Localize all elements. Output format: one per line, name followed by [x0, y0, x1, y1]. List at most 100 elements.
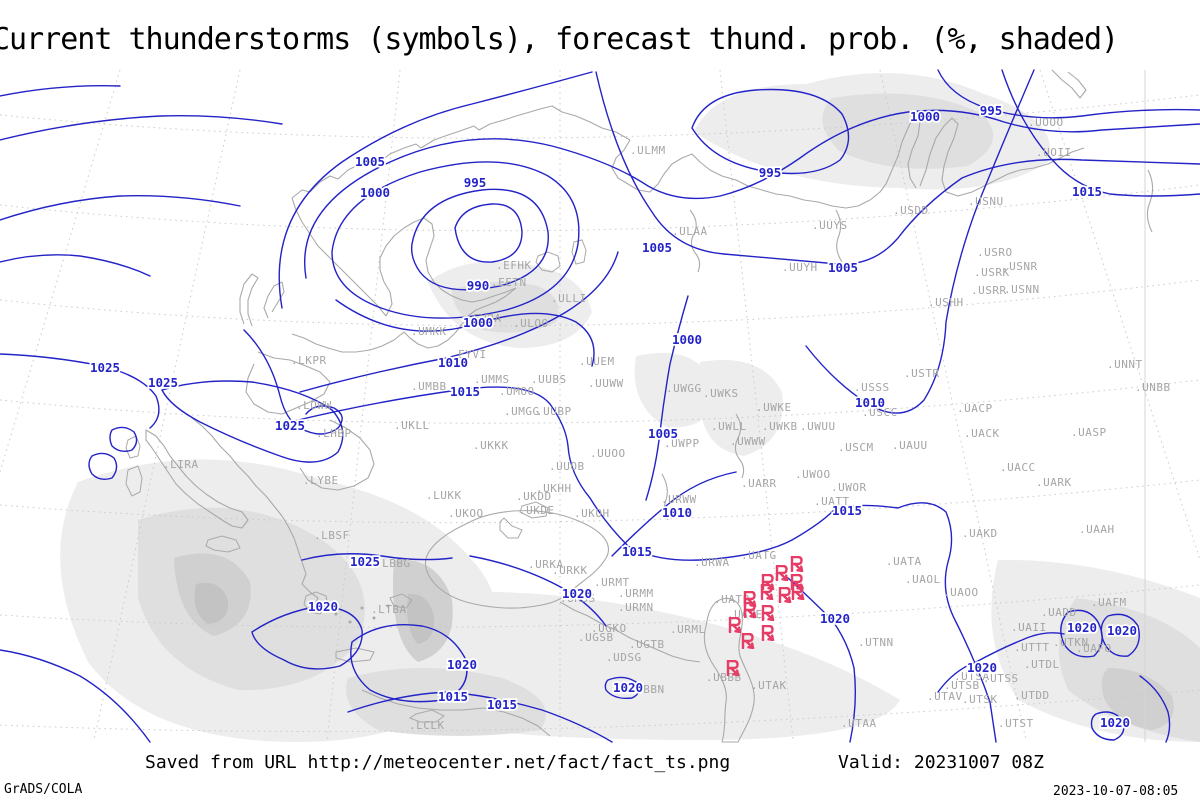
- station-id-label: .UMGG: [504, 405, 540, 418]
- thunderstorm-icon: [780, 588, 790, 602]
- station-id-label: .UAFM: [1091, 596, 1127, 609]
- station-id-label: .LCLK: [409, 719, 445, 732]
- station-id-label: .UTSB: [944, 679, 980, 692]
- station-id-label: .EYVI: [451, 348, 487, 361]
- station-id-label: .UKHH: [536, 482, 572, 495]
- station-id-label: .UMBB: [411, 380, 447, 393]
- thunderstorm-icon: [777, 566, 787, 580]
- station-id-label: .USCC: [862, 406, 898, 419]
- isobar-value-label: 1015: [450, 384, 480, 399]
- station-id-label: .UAFO: [1076, 642, 1112, 655]
- station-id-label: .UACP: [957, 402, 993, 415]
- station-id-label: .USSS: [854, 381, 890, 394]
- station-id-label: .UOOO: [1028, 116, 1064, 129]
- station-id-label: .UASP: [1071, 426, 1107, 439]
- station-id-label: .USRO: [977, 246, 1013, 259]
- station-id-label: .UWPP: [664, 437, 700, 450]
- isobar-value-label: 1000: [910, 109, 940, 124]
- station-id-label: .USDD: [893, 204, 929, 217]
- station-labels-layer: .ULMM .UOOO .UOII .USDD .USNU .ULAA .UUYS .UUYH…: [163, 116, 1170, 732]
- isobar-value-label: 995: [759, 165, 782, 180]
- isobar-value-label: 1025: [350, 554, 380, 569]
- station-id-label: .UKDE: [519, 504, 555, 517]
- station-id-label: .UWKE: [756, 401, 792, 414]
- isobar-value-label: 1010: [438, 355, 468, 370]
- station-id-label: .UTNN: [858, 636, 894, 649]
- station-id-label: .UUOB: [549, 460, 585, 473]
- station-id-label: .UUYH: [782, 261, 818, 274]
- station-id-label: .USNN: [1004, 283, 1040, 296]
- isobar-value-label: 995: [464, 175, 487, 190]
- station-id-label: .UBBN: [629, 683, 665, 696]
- station-id-label: .UMOO: [499, 385, 535, 398]
- station-id-label: .URWA: [694, 556, 730, 569]
- station-id-label: .UATG: [741, 549, 777, 562]
- isobar-value-label: 990: [467, 278, 490, 293]
- thunderstorm-icon: [792, 557, 802, 571]
- station-id-label: .LUKK: [426, 489, 462, 502]
- station-id-label: .UWKB: [762, 420, 798, 433]
- station-id-label: .EFHK: [496, 259, 532, 272]
- station-id-label: .UKOO: [448, 507, 484, 520]
- valid-time-text: Valid: 20231007 08Z: [838, 752, 1044, 773]
- station-id-label: .USRR: [971, 284, 1007, 297]
- station-id-label: .UACC: [1000, 461, 1036, 474]
- station-id-label: .LBSF: [314, 529, 350, 542]
- station-id-label: .UUBP: [536, 405, 572, 418]
- graticule-layer: [0, 69, 1200, 741]
- station-id-label: .USHH: [928, 296, 964, 309]
- station-id-label: .URMM: [618, 587, 654, 600]
- station-id-label: .UACK: [964, 427, 1000, 440]
- station-id-label: .EETN: [491, 276, 527, 289]
- station-id-label: .ULLI: [551, 292, 587, 305]
- isobar-layer: [0, 69, 1200, 743]
- station-id-label: .USNR: [1002, 260, 1038, 273]
- station-id-label: .UGKO: [591, 622, 627, 635]
- station-id-label: .USRK: [974, 266, 1010, 279]
- station-id-label: .UWWW: [730, 435, 766, 448]
- station-id-label: .USTR: [904, 367, 940, 380]
- isobar-value-label: 1020: [308, 599, 338, 614]
- station-id-label: .LOWW: [296, 399, 332, 412]
- isobar-value-label: 1025: [148, 375, 178, 390]
- station-id-label: .LBBG: [375, 557, 411, 570]
- station-id-label: .UDSG: [606, 651, 642, 664]
- station-id-label: .UTAK: [751, 679, 787, 692]
- station-id-label: .UKKK: [473, 439, 509, 452]
- station-id-label: .URML: [670, 623, 706, 636]
- station-id-label: .UMMS: [474, 373, 510, 386]
- isobar-value-label: 1015: [832, 503, 862, 518]
- station-id-label: .UADD: [1041, 606, 1077, 619]
- station-id-label: .UAII: [1011, 621, 1047, 634]
- station-id-label: .UTSA: [954, 670, 990, 683]
- station-id-label: .UAOO: [943, 586, 979, 599]
- isobar-value-label: 1005: [648, 426, 678, 441]
- isobar-value-label: 1020: [447, 657, 477, 672]
- isobar-labels-layer: 1005 1000 995 990 1000 1010 1015 1005 1000 995 100…: [88, 101, 1139, 732]
- isobar-value-label: 1015: [487, 697, 517, 712]
- station-id-label: .UATT: [814, 495, 850, 508]
- station-id-label: .URMT: [594, 576, 630, 589]
- station-id-label: .UKLL: [394, 419, 430, 432]
- saved-url-text: Saved from URL http://meteocenter.net/fa…: [145, 752, 731, 773]
- station-id-label: .URWW: [661, 493, 697, 506]
- station-id-label: .UWLL: [711, 420, 747, 433]
- station-id-label: .UUWW: [588, 377, 624, 390]
- isobar-value-label: 1010: [662, 505, 692, 520]
- isobar-value-label: 1020: [1067, 620, 1097, 635]
- station-id-label: .USNU: [968, 195, 1004, 208]
- grads-credit-text: GrADS/COLA: [4, 782, 83, 797]
- station-id-label: .UWGG: [666, 382, 702, 395]
- station-id-label: .UAAH: [1079, 523, 1115, 536]
- thunderstorm-icon: [763, 626, 773, 640]
- station-id-label: .UNNT: [1107, 358, 1143, 371]
- probability-shading-layer: [60, 73, 1200, 742]
- isobar-value-label: 1005: [642, 240, 672, 255]
- station-id-label: .UARR: [741, 477, 777, 490]
- station-id-label: .UWOO: [795, 468, 831, 481]
- station-id-label: .UWUU: [800, 420, 836, 433]
- isobar-value-label: 1005: [828, 260, 858, 275]
- station-id-label: .ULOO: [513, 317, 549, 330]
